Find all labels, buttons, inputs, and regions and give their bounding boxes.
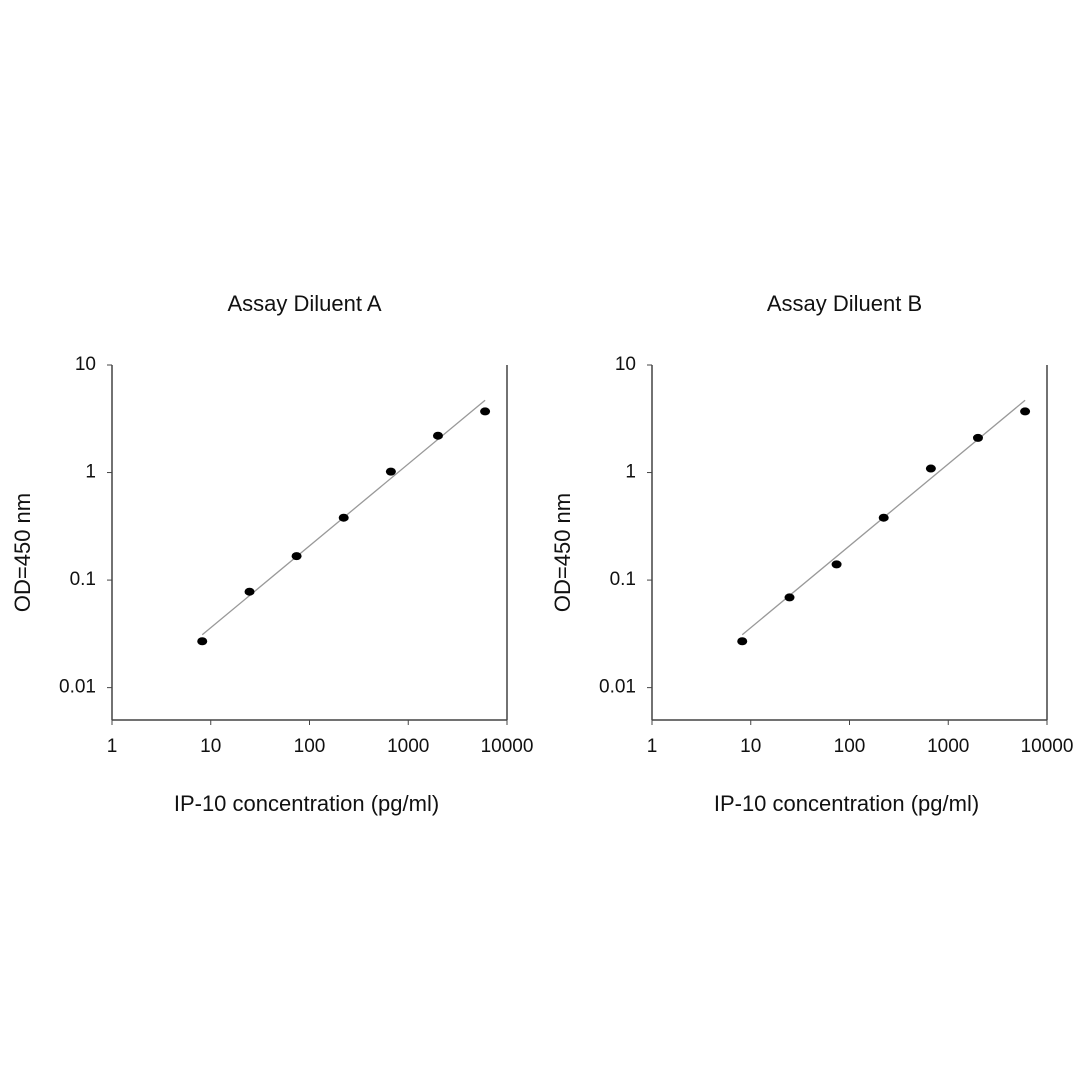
data-point xyxy=(925,464,936,473)
y-tick-label: 1 xyxy=(85,462,96,483)
data-point xyxy=(197,637,208,646)
data-point xyxy=(244,587,255,596)
data-point xyxy=(291,552,302,561)
x-axis-label: IP-10 concentration (pg/ml) xyxy=(174,791,439,816)
y-tick-label: 0.1 xyxy=(70,569,96,590)
y-tick-label: 10 xyxy=(615,354,636,375)
data-point xyxy=(972,433,983,442)
y-tick-label: 0.1 xyxy=(610,569,636,590)
x-tick-label: 1 xyxy=(107,736,118,757)
x-tick-label: 10000 xyxy=(1021,736,1074,757)
x-tick-label: 1000 xyxy=(387,736,429,757)
y-tick-label: 0.01 xyxy=(599,677,636,698)
data-point xyxy=(480,407,491,416)
x-tick-label: 1 xyxy=(647,736,658,757)
data-point xyxy=(831,560,842,569)
data-point xyxy=(338,513,349,522)
x-tick-label: 10 xyxy=(200,736,221,757)
y-axis-label: OD=450 nm xyxy=(550,493,575,612)
x-tick-label: 100 xyxy=(834,736,866,757)
data-point xyxy=(1020,407,1031,416)
x-tick-label: 1000 xyxy=(927,736,969,757)
y-axis-label: OD=450 nm xyxy=(10,493,35,612)
x-axis-label: IP-10 concentration (pg/ml) xyxy=(714,791,979,816)
y-tick-label: 0.01 xyxy=(59,677,96,698)
title: Assay Diluent A xyxy=(227,291,381,316)
x-tick-label: 10 xyxy=(740,736,761,757)
data-point xyxy=(784,593,795,602)
title: Assay Diluent B xyxy=(767,291,922,316)
y-tick-label: 1 xyxy=(625,462,636,483)
x-tick-label: 10000 xyxy=(481,736,534,757)
data-point xyxy=(385,467,396,476)
data-point xyxy=(878,513,889,522)
data-point xyxy=(737,637,748,646)
x-tick-label: 100 xyxy=(294,736,326,757)
y-tick-label: 10 xyxy=(75,354,96,375)
data-point xyxy=(432,431,443,440)
